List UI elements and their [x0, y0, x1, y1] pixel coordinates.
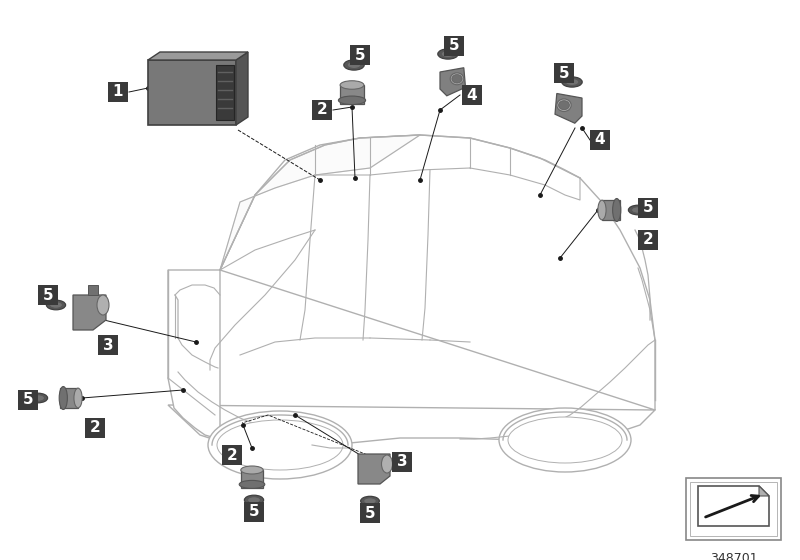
Text: 2: 2 [226, 447, 238, 463]
FancyBboxPatch shape [638, 198, 658, 218]
Ellipse shape [562, 77, 582, 87]
Ellipse shape [361, 496, 379, 506]
Text: 2: 2 [90, 421, 100, 436]
Ellipse shape [217, 420, 343, 470]
Ellipse shape [347, 62, 361, 68]
FancyBboxPatch shape [444, 36, 464, 56]
Ellipse shape [598, 200, 606, 220]
Ellipse shape [50, 302, 62, 308]
Polygon shape [88, 285, 98, 295]
FancyBboxPatch shape [350, 45, 370, 65]
FancyBboxPatch shape [638, 230, 658, 250]
Polygon shape [148, 52, 248, 60]
Ellipse shape [557, 99, 571, 111]
Polygon shape [73, 295, 106, 330]
Ellipse shape [241, 466, 263, 474]
Text: 4: 4 [466, 87, 478, 102]
Text: 5: 5 [22, 393, 34, 408]
Polygon shape [555, 94, 582, 123]
Text: 5: 5 [42, 287, 54, 302]
Ellipse shape [239, 480, 265, 488]
FancyBboxPatch shape [18, 390, 38, 410]
FancyBboxPatch shape [312, 100, 332, 120]
Text: 3: 3 [397, 455, 407, 469]
FancyBboxPatch shape [38, 285, 58, 305]
Ellipse shape [245, 495, 264, 505]
Text: 1: 1 [113, 85, 123, 100]
FancyBboxPatch shape [222, 445, 242, 465]
Polygon shape [759, 486, 769, 496]
Ellipse shape [613, 199, 621, 222]
FancyBboxPatch shape [98, 335, 118, 355]
Ellipse shape [565, 78, 578, 85]
FancyBboxPatch shape [590, 130, 610, 150]
Text: 5: 5 [642, 200, 654, 216]
Ellipse shape [97, 295, 109, 315]
Ellipse shape [442, 50, 454, 58]
Polygon shape [340, 85, 364, 104]
FancyBboxPatch shape [686, 478, 781, 540]
Ellipse shape [340, 81, 364, 89]
Polygon shape [220, 135, 420, 270]
Ellipse shape [382, 455, 393, 473]
Text: 5: 5 [249, 505, 259, 520]
FancyBboxPatch shape [462, 85, 482, 105]
Text: 2: 2 [642, 232, 654, 248]
Ellipse shape [629, 205, 648, 215]
Text: 3: 3 [102, 338, 114, 352]
Ellipse shape [499, 408, 631, 472]
Ellipse shape [74, 388, 82, 408]
Polygon shape [241, 470, 263, 488]
Ellipse shape [29, 393, 48, 403]
Polygon shape [60, 388, 78, 408]
FancyBboxPatch shape [244, 502, 264, 522]
Text: 2: 2 [317, 102, 327, 118]
FancyBboxPatch shape [392, 452, 412, 472]
Text: 5: 5 [558, 66, 570, 81]
Ellipse shape [450, 73, 464, 85]
Ellipse shape [364, 498, 376, 504]
Ellipse shape [32, 395, 45, 401]
FancyBboxPatch shape [360, 503, 380, 523]
Text: 5: 5 [449, 39, 459, 54]
Polygon shape [602, 200, 620, 220]
Polygon shape [168, 135, 655, 450]
FancyBboxPatch shape [216, 65, 234, 120]
Polygon shape [236, 52, 248, 125]
Ellipse shape [248, 497, 260, 503]
Ellipse shape [558, 101, 570, 110]
FancyBboxPatch shape [690, 482, 777, 536]
Polygon shape [358, 454, 390, 484]
Ellipse shape [438, 49, 458, 59]
Text: 5: 5 [365, 506, 375, 520]
FancyBboxPatch shape [108, 82, 128, 102]
Ellipse shape [46, 300, 66, 310]
Polygon shape [168, 270, 220, 440]
Ellipse shape [508, 417, 622, 463]
Ellipse shape [452, 74, 462, 83]
Ellipse shape [208, 411, 352, 479]
FancyBboxPatch shape [554, 63, 574, 83]
Ellipse shape [59, 386, 67, 409]
Text: 4: 4 [594, 133, 606, 147]
FancyBboxPatch shape [85, 418, 105, 438]
Ellipse shape [338, 96, 366, 105]
Ellipse shape [632, 207, 645, 213]
Text: 5: 5 [354, 48, 366, 63]
Polygon shape [148, 60, 236, 125]
Polygon shape [440, 68, 466, 96]
Polygon shape [698, 486, 769, 526]
Ellipse shape [344, 60, 364, 70]
Text: 348701: 348701 [710, 552, 758, 560]
